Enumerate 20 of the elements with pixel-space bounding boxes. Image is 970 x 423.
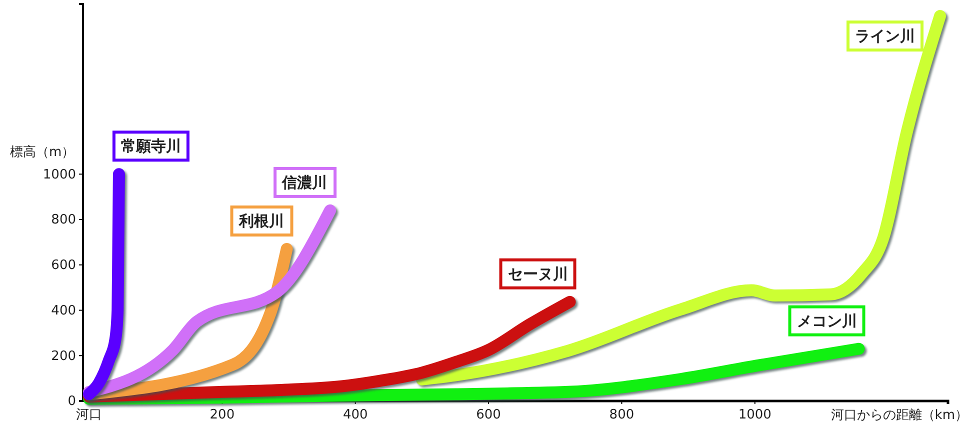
- x-axis-title: 河口からの距離（km）: [830, 408, 968, 423]
- y-axis-title: 標高（m）: [10, 144, 75, 160]
- series-label: 信濃川: [281, 173, 328, 192]
- x-tick-label: 400: [342, 408, 368, 423]
- x-tick-label: 1000: [738, 408, 772, 423]
- y-tick-label: 800: [51, 212, 76, 228]
- series-label: セーヌ川: [508, 264, 568, 283]
- x-tick-label: 600: [476, 408, 501, 423]
- series-label: 常願寺川: [120, 137, 181, 156]
- series-label: 利根川: [238, 212, 284, 230]
- y-tick-label: 0: [68, 394, 76, 410]
- x-tick-label: 河口: [76, 408, 102, 423]
- y-tick-label: 600: [51, 258, 76, 274]
- x-tick-label: 200: [210, 408, 235, 423]
- series-label: ライン川: [855, 27, 916, 46]
- y-tick-label: 200: [51, 348, 76, 364]
- x-tick-label: 800: [609, 408, 634, 423]
- series-label: メコン川: [796, 312, 857, 330]
- y-tick-label: 1000: [42, 167, 76, 182]
- y-tick-label: 400: [51, 303, 76, 318]
